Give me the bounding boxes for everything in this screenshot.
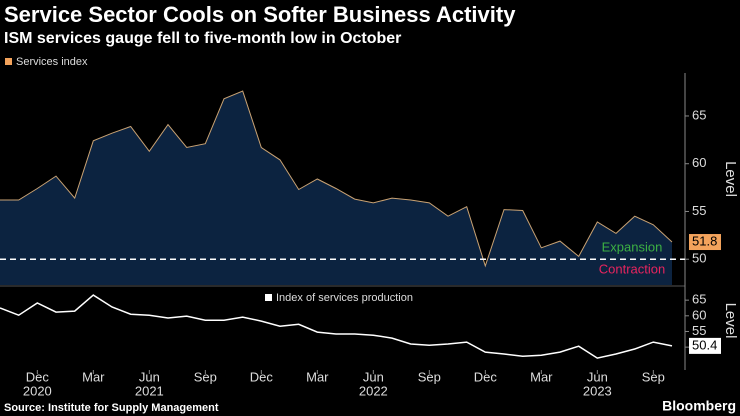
x-tick-label: Dec	[26, 369, 50, 384]
x-tick-label: Sep	[194, 369, 217, 384]
brand: Bloomberg	[662, 398, 736, 414]
value-label: 51.8	[692, 233, 717, 248]
y-tick-label: 65	[692, 292, 706, 307]
annotation: Contraction	[599, 262, 665, 277]
x-tick-label: Sep	[642, 369, 665, 384]
legend-label: Index of services production	[276, 292, 413, 304]
value-label-box	[689, 337, 721, 354]
x-year-label: 2022	[359, 383, 388, 398]
line	[0, 294, 673, 359]
legend-swatch	[265, 294, 272, 301]
legend-label: Services index	[16, 56, 88, 68]
x-tick-label: Jun	[363, 369, 384, 384]
x-tick-label: Jun	[587, 369, 608, 384]
legend-swatch	[5, 58, 12, 65]
x-tick-label: Sep	[418, 369, 441, 384]
annotation: Expansion	[602, 240, 663, 255]
line	[0, 90, 673, 268]
title: Service Sector Cools on Softer Business …	[4, 2, 516, 27]
x-tick-label: Mar	[306, 369, 329, 384]
y-tick-label: 55	[692, 203, 706, 218]
y-tick-label: 65	[692, 107, 706, 122]
value-label-box	[689, 234, 721, 251]
source: Source: Institute for Supply Management	[4, 402, 219, 414]
y-tick-label: 55	[692, 323, 706, 338]
x-tick-label: Dec	[250, 369, 274, 384]
x-tick-label: Jun	[139, 369, 160, 384]
x-tick-label: Dec	[474, 369, 498, 384]
x-year-label: 2021	[135, 383, 164, 398]
x-tick-label: Mar	[530, 369, 553, 384]
x-year-label: 2023	[583, 383, 612, 398]
y-axis-label: Level	[722, 303, 739, 339]
area	[0, 91, 672, 285]
subtitle: ISM services gauge fell to five-month lo…	[4, 30, 401, 47]
y-tick-label: 60	[692, 155, 706, 170]
y-tick-label: 60	[692, 307, 706, 322]
value-label: 50.4	[692, 337, 717, 352]
y-tick-label: 50	[692, 251, 706, 266]
y-axis-label: Level	[722, 161, 739, 197]
x-tick-label: Mar	[82, 369, 105, 384]
x-year-label: 2020	[23, 383, 52, 398]
